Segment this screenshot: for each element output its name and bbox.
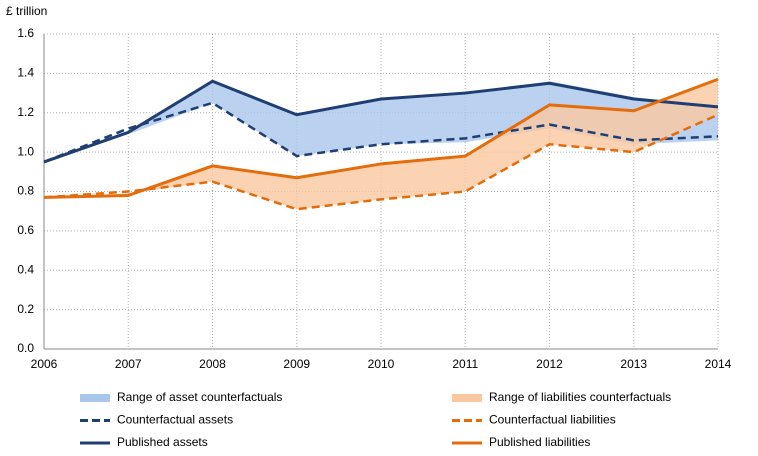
range-area [44,79,718,210]
x-tick-label: 2011 [452,357,478,371]
series-line [43,79,719,164]
legend-label: Range of asset counterfactuals [117,390,282,404]
y-tick-label: 0.4 [17,262,34,276]
x-tick-label: 2007 [115,357,142,371]
series-line [43,113,719,211]
legend-swatch [80,394,110,402]
legend-label: Published assets [117,435,208,449]
legend-label: Counterfactual liabilities [489,413,616,427]
y-tick-label: 0.8 [17,184,34,198]
y-tick-label: 1.4 [17,66,34,80]
x-tick-label: 2010 [368,357,395,371]
y-tick-label: 0.0 [17,341,34,355]
y-tick-label: 0.2 [17,302,34,316]
x-tick-label: 2012 [536,357,563,371]
series-line [43,101,719,164]
y-tick-label: 1.6 [17,26,34,40]
x-tick-label: 2009 [283,357,310,371]
x-tick-label: 2014 [705,357,732,371]
range-area [44,79,718,162]
y-tick-label: 1.0 [17,144,34,158]
y-axis-label: £ trillion [6,4,47,18]
legend-label: Published liabilities [489,435,590,449]
y-tick-label: 0.6 [17,223,34,237]
x-tick-label: 2013 [620,357,647,371]
legend-label: Range of liabilities counterfactuals [489,390,671,404]
legend-swatch [452,394,482,402]
x-tick-label: 2008 [199,357,226,371]
legend-label: Counterfactual assets [117,413,233,427]
x-tick-label: 2006 [31,357,58,371]
y-tick-label: 1.2 [17,105,34,119]
series-line [43,77,719,199]
